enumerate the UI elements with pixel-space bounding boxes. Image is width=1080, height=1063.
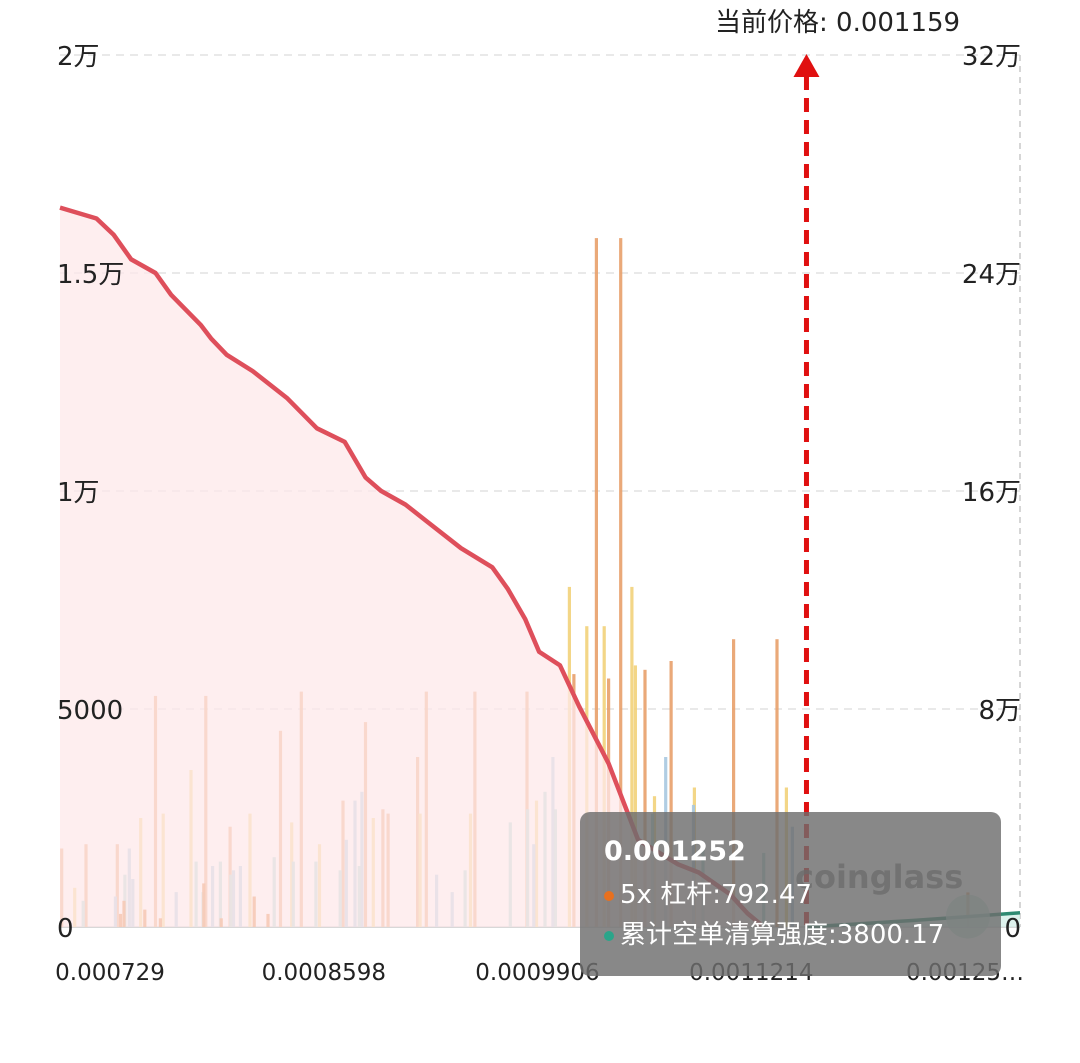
- tooltip-row-label: 累计空单清算强度:3800.17: [620, 920, 945, 950]
- y-right-tick-label: 8万: [978, 696, 1021, 726]
- current-price-label: 当前价格: 0.001159: [715, 8, 960, 38]
- green-dot-icon: [604, 930, 614, 941]
- tooltip-row-short-intensity: 累计空单清算强度:3800.17: [604, 915, 979, 955]
- y-left-tick-label: 5000: [57, 696, 123, 726]
- tooltip: 0.001252 5x 杠杆:792.47 累计空单清算强度:3800.17: [580, 812, 1001, 976]
- liquidation-bar: [594, 238, 598, 928]
- current-price-marker: 当前价格: 0.001159: [715, 8, 960, 925]
- y-right-tick-label: 32万: [962, 42, 1021, 72]
- liquidation-bar: [775, 639, 779, 927]
- long-intensity-fill: [60, 207, 762, 928]
- tooltip-title: 0.001252: [604, 836, 746, 867]
- y-right-tick-label: 16万: [962, 478, 1021, 508]
- y-right-tick-label: 0: [1004, 914, 1021, 944]
- liquidation-bar: [633, 665, 637, 927]
- x-tick-label: 0.0008598: [262, 960, 386, 986]
- tooltip-row-leverage: 5x 杠杆:792.47: [604, 875, 979, 915]
- y-left-tick-label: 1万: [57, 478, 100, 508]
- orange-dot-icon: [604, 890, 614, 901]
- y-left-tick-label: 0: [57, 914, 74, 944]
- current-price-arrow-icon: [793, 54, 820, 77]
- x-tick-label: 0.000729: [55, 960, 165, 986]
- tooltip-row-label: 5x 杠杆:792.47: [620, 880, 812, 910]
- liquidation-bar: [732, 639, 736, 927]
- y-left-tick-label: 1.5万: [57, 260, 124, 290]
- x-tick-label: 0.0009906: [475, 960, 599, 986]
- liquidation-bar: [669, 661, 673, 927]
- y-left-tick-label: 2万: [57, 42, 100, 72]
- liquidation-bar: [619, 238, 623, 928]
- liquidation-bar: [643, 669, 647, 927]
- y-right-tick-label: 24万: [962, 260, 1021, 290]
- liquidation-bar: [630, 586, 634, 927]
